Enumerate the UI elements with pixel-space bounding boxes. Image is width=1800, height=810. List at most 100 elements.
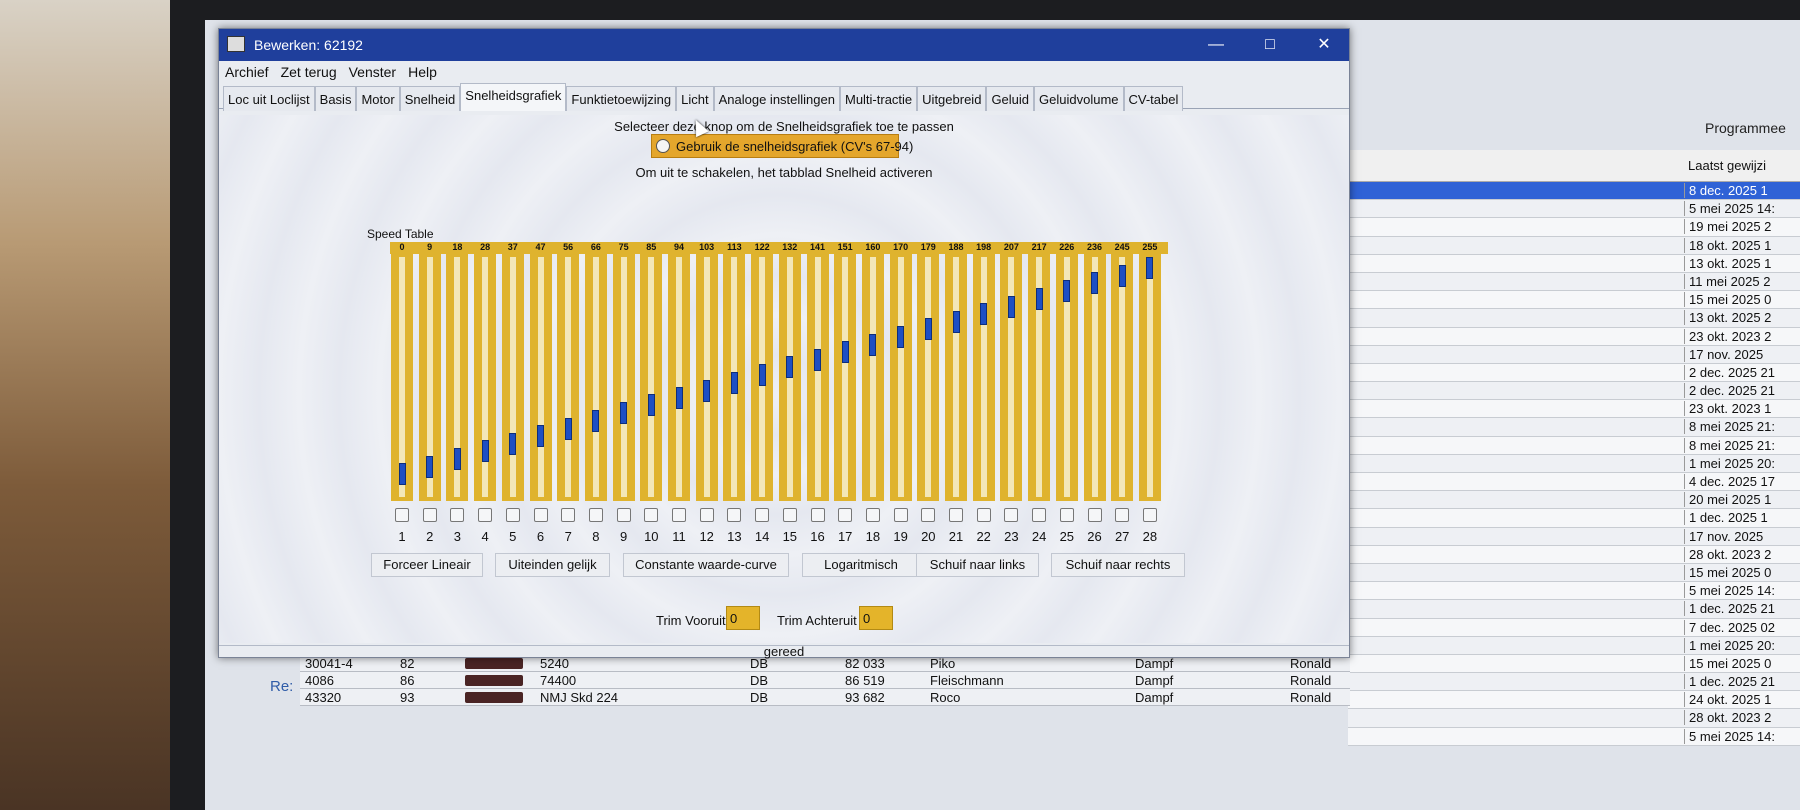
slider-thumb[interactable]: [1146, 257, 1154, 279]
slider-lock-checkbox[interactable]: [561, 508, 576, 522]
slider-thumb[interactable]: [398, 463, 406, 485]
table-row[interactable]: 5 mei 2025 14:: [1348, 200, 1800, 219]
tab-analoge-instellingen[interactable]: Analoge instellingen: [713, 86, 840, 111]
slider-lock-checkbox[interactable]: [505, 508, 520, 522]
table-row[interactable]: 18 okt. 2025 1: [1348, 236, 1800, 255]
speed-slider[interactable]: [861, 243, 884, 501]
speed-slider[interactable]: [945, 243, 967, 501]
slider-thumb[interactable]: [703, 379, 711, 402]
slider-thumb[interactable]: [453, 448, 461, 471]
table-row[interactable]: 4 dec. 2025 17: [1348, 473, 1800, 492]
table-row[interactable]: 2 dec. 2025 21: [1348, 363, 1800, 383]
speed-slider[interactable]: [668, 243, 690, 501]
slider-lock-checkbox[interactable]: [893, 508, 908, 522]
speed-slider[interactable]: [806, 243, 829, 501]
tab-snelheidsgrafiek[interactable]: Snelheidsgrafiek: [460, 83, 567, 111]
speed-slider[interactable]: [834, 243, 857, 501]
table-row[interactable]: 1 dec. 2025 21: [1348, 673, 1800, 692]
column-header-last-modified[interactable]: Laatst gewijzi: [1348, 150, 1800, 182]
tab-geluid[interactable]: Geluid: [986, 86, 1035, 111]
table-row[interactable]: 19 mei 2025 2: [1348, 218, 1800, 237]
match-ends-button[interactable]: Uiteinden gelijk: [495, 553, 610, 577]
slider-lock-checkbox[interactable]: [838, 508, 853, 522]
speed-slider[interactable]: [418, 243, 441, 501]
slider-lock-checkbox[interactable]: [1142, 508, 1157, 522]
speed-slider[interactable]: [391, 243, 413, 501]
menu-item[interactable]: Venster: [348, 64, 397, 80]
slider-lock-checkbox[interactable]: [1115, 508, 1130, 522]
speed-slider[interactable]: [529, 243, 552, 501]
table-row[interactable]: 13 okt. 2025 2: [1348, 309, 1800, 328]
speed-slider[interactable]: [889, 243, 912, 501]
trim-reverse-input[interactable]: 0: [859, 606, 893, 630]
tab-loc-uit-loclijst[interactable]: Loc uit Loclijst: [223, 86, 315, 111]
slider-thumb[interactable]: [1091, 272, 1098, 295]
constant-ratio-button[interactable]: Constante waarde-curve: [623, 553, 789, 577]
slider-thumb[interactable]: [841, 341, 849, 364]
table-row[interactable]: 1 dec. 2025 1: [1348, 509, 1800, 528]
slider-lock-checkbox[interactable]: [699, 508, 714, 522]
title-bar[interactable]: Bewerken: 62192 — □ ✕: [219, 29, 1349, 61]
use-speed-table-radio[interactable]: Gebruik de snelheidsgrafiek (CV's 67-94): [651, 134, 913, 158]
slider-thumb[interactable]: [509, 433, 517, 456]
slider-thumb[interactable]: [592, 409, 600, 432]
table-row[interactable]: 1 mei 2025 20:: [1348, 636, 1800, 655]
slider-thumb[interactable]: [647, 394, 655, 417]
table-row[interactable]: 7 dec. 2025 02: [1348, 618, 1800, 637]
slider-lock-checkbox[interactable]: [949, 508, 963, 522]
table-row[interactable]: 8 mei 2025 21:: [1348, 418, 1800, 437]
slider-lock-checkbox[interactable]: [644, 508, 659, 522]
slider-thumb[interactable]: [1063, 280, 1071, 303]
shift-left-button[interactable]: Schuif naar links: [916, 553, 1039, 577]
speed-slider[interactable]: [695, 243, 718, 501]
slider-thumb[interactable]: [675, 387, 683, 410]
slider-lock-checkbox[interactable]: [1087, 508, 1102, 522]
slider-thumb[interactable]: [426, 455, 434, 478]
speed-slider[interactable]: [1000, 243, 1023, 501]
table-row[interactable]: 11 mei 2025 2: [1348, 272, 1800, 292]
slider-thumb[interactable]: [620, 402, 628, 425]
slider-thumb[interactable]: [980, 303, 988, 326]
slider-thumb[interactable]: [537, 425, 544, 448]
menu-item[interactable]: Archief: [225, 64, 269, 80]
slider-thumb[interactable]: [814, 349, 821, 372]
slider-thumb[interactable]: [924, 318, 932, 341]
shift-right-button[interactable]: Schuif naar rechts: [1051, 553, 1185, 577]
slider-lock-checkbox[interactable]: [422, 508, 437, 522]
slider-lock-checkbox[interactable]: [1004, 508, 1019, 522]
speed-slider[interactable]: [501, 243, 524, 501]
slider-thumb[interactable]: [564, 417, 572, 440]
slider-thumb[interactable]: [481, 440, 489, 463]
slider-lock-checkbox[interactable]: [755, 508, 770, 522]
slider-thumb[interactable]: [730, 371, 738, 394]
speed-slider[interactable]: [474, 243, 497, 501]
table-row[interactable]: 20 mei 2025 1: [1348, 491, 1800, 510]
slider-lock-checkbox[interactable]: [1032, 508, 1047, 522]
table-row[interactable]: 1 mei 2025 20:: [1348, 454, 1800, 473]
speed-slider[interactable]: [640, 243, 663, 501]
tab-uitgebreid[interactable]: Uitgebreid: [917, 86, 987, 111]
slider-thumb[interactable]: [1035, 287, 1043, 310]
speed-slider[interactable]: [557, 243, 580, 501]
slider-lock-checkbox[interactable]: [976, 508, 991, 522]
slider-lock-checkbox[interactable]: [865, 508, 880, 522]
menu-item[interactable]: Help: [408, 64, 437, 80]
slider-thumb[interactable]: [786, 356, 794, 379]
table-row[interactable]: 17 nov. 2025: [1348, 345, 1800, 364]
table-row[interactable]: 8 dec. 2025 1: [1348, 182, 1800, 201]
slider-thumb[interactable]: [897, 325, 905, 348]
tab-funktietoewijzing[interactable]: Funktietoewijzing: [566, 86, 677, 111]
slider-lock-checkbox[interactable]: [921, 508, 936, 522]
table-row[interactable]: 17 nov. 2025: [1348, 527, 1800, 546]
minimize-button[interactable]: —: [1208, 36, 1224, 53]
tab-motor[interactable]: Motor: [356, 86, 400, 111]
force-linear-button[interactable]: Forceer Lineair: [371, 553, 483, 577]
tab-snelheid[interactable]: Snelheid: [399, 86, 461, 111]
table-row[interactable]: 23 okt. 2023 1: [1348, 400, 1800, 419]
tab-multi-tractie[interactable]: Multi-tractie: [839, 86, 918, 111]
slider-thumb[interactable]: [1007, 295, 1015, 318]
slider-lock-checkbox[interactable]: [616, 508, 631, 522]
speed-slider[interactable]: [1138, 243, 1161, 501]
table-row[interactable]: 5 mei 2025 14:: [1348, 582, 1800, 601]
menu-item[interactable]: Zet terug: [280, 64, 337, 80]
